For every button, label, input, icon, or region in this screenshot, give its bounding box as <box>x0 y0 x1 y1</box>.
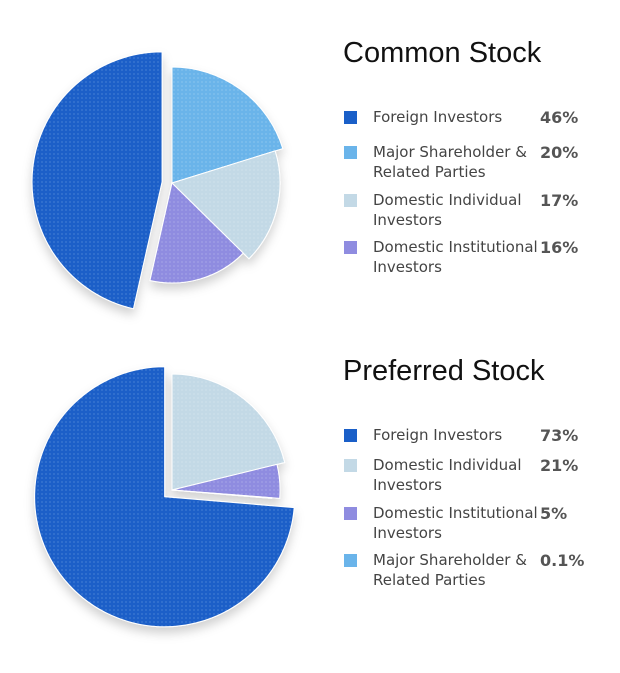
legend-line: Related Parties <box>373 163 486 181</box>
chart-title: Common Stock <box>343 37 542 69</box>
legend-label: Domestic Individual Investors <box>373 191 522 229</box>
legend-label: Major Shareholder & Related Parties <box>373 551 527 589</box>
value-label: 46% <box>540 108 578 127</box>
value-label: 16% <box>540 238 578 257</box>
legend-swatch <box>344 241 357 254</box>
legend-label: Domestic Institutional Investors <box>373 238 538 276</box>
legend-swatch <box>344 459 357 472</box>
chart-title: Preferred Stock <box>343 355 545 387</box>
legend-label: Major Shareholder & Related Parties <box>373 143 527 181</box>
pie-slice <box>31 51 163 310</box>
legend-line: Investors <box>373 524 442 542</box>
value-label: 0.1% <box>540 551 584 570</box>
pie <box>34 366 295 628</box>
legend-line: Domestic Institutional <box>373 504 538 522</box>
legend-swatch <box>344 429 357 442</box>
legend-label: Domestic Institutional Investors <box>373 504 538 542</box>
legend-line: Domestic Institutional <box>373 238 538 256</box>
value-label: 20% <box>540 143 578 162</box>
legend-swatch <box>344 507 357 520</box>
legend-line: Domestic Individual <box>373 191 522 209</box>
legend-swatch <box>344 194 357 207</box>
legend-label: Foreign Investors <box>373 108 502 126</box>
legend-line: Related Parties <box>373 571 486 589</box>
pie <box>31 51 284 310</box>
value-label: 5% <box>540 504 567 523</box>
value-label: 73% <box>540 426 578 445</box>
legend-swatch <box>344 146 357 159</box>
legend-line: Investors <box>373 211 442 229</box>
value-label: 17% <box>540 191 578 210</box>
legend-label: Foreign Investors <box>373 426 502 444</box>
legend-label: Domestic Individual Investors <box>373 456 522 494</box>
legend-swatch <box>344 554 357 567</box>
legend-line: Major Shareholder & <box>373 551 527 569</box>
legend-swatch <box>344 111 357 124</box>
value-label: 21% <box>540 456 578 475</box>
legend-line: Investors <box>373 476 442 494</box>
legend-line: Domestic Individual <box>373 456 522 474</box>
legend-line: Investors <box>373 258 442 276</box>
legend-line: Major Shareholder & <box>373 143 527 161</box>
